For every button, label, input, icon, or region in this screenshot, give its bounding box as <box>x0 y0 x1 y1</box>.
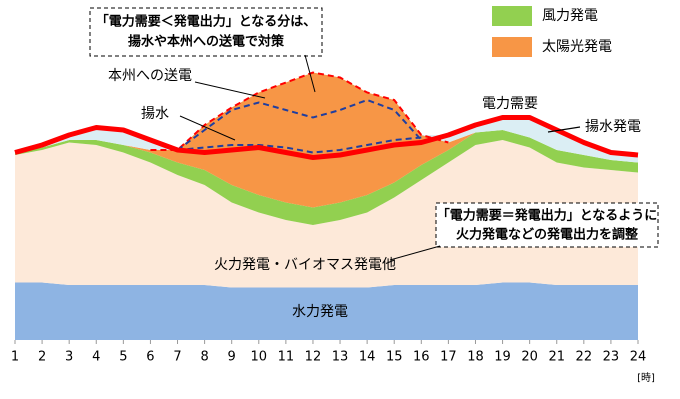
area <box>15 130 638 225</box>
x-tick-label: 24 <box>630 350 647 365</box>
annotation-text: 「電力需要＜発電出力」となる分は、 <box>96 14 317 30</box>
annotation-text: 火力発電などの発電出力を調整 <box>456 227 639 243</box>
x-tick-label: 7 <box>173 350 181 365</box>
connector <box>389 245 441 261</box>
series-label: 火力発電・バイオマス発電他 <box>214 257 396 273</box>
x-tick-label: 2 <box>38 350 46 365</box>
x-tick-label: 9 <box>228 350 236 365</box>
demand-line <box>14 115 639 160</box>
x-tick-label: 17 <box>440 350 457 365</box>
connector <box>304 54 316 93</box>
region-label: 本州への送電 <box>108 68 192 84</box>
plot-area <box>14 71 639 340</box>
x-tick-label: 8 <box>200 350 208 365</box>
x-tick-label: 16 <box>413 350 430 365</box>
x-tick-label: 19 <box>494 350 511 365</box>
x-tick-label: 5 <box>119 350 127 365</box>
area <box>15 140 638 288</box>
x-tick-label: 1 <box>11 350 19 365</box>
legend-label: 太陽光発電 <box>542 39 612 55</box>
region-label: 揚水 <box>141 105 169 122</box>
x-tick-label: 15 <box>386 350 403 365</box>
legend-label: 風力発電 <box>542 8 598 24</box>
x-tick-label: 20 <box>521 350 538 365</box>
series-label: 電力需要 <box>482 96 538 112</box>
x-tick-label: 12 <box>305 350 322 365</box>
x-tick-label: 18 <box>467 350 484 365</box>
x-tick-label: 22 <box>576 350 593 365</box>
arrow <box>547 126 581 133</box>
x-tick-label: 13 <box>332 350 349 365</box>
x-tick-label: 23 <box>603 350 620 365</box>
x-tick-label: 4 <box>92 350 100 365</box>
solar-outline <box>150 71 449 151</box>
area <box>15 72 638 208</box>
annotation-text: 揚水や本州への送電で対策 <box>128 34 285 50</box>
annotation-text: 「電力需要＝発電出力」となるように <box>437 208 658 224</box>
area <box>15 282 638 340</box>
arrow <box>179 115 236 141</box>
x-unit: [時] <box>637 372 655 384</box>
x-tick-label: 14 <box>359 350 376 365</box>
series-label: 水力発電 <box>292 304 348 320</box>
x-tick-label: 21 <box>548 350 565 365</box>
dashed-line <box>177 136 422 154</box>
x-tick-label: 10 <box>251 350 268 365</box>
x-tick-label: 3 <box>65 350 73 365</box>
legend-swatch <box>492 37 532 57</box>
x-tick-label: 11 <box>278 350 295 365</box>
x-tick-label: 6 <box>146 350 154 365</box>
legend-swatch <box>492 6 532 26</box>
annotation-box <box>89 7 323 57</box>
arrow <box>194 81 266 99</box>
series-label: 揚水発電 <box>585 118 641 135</box>
annotation-box <box>435 202 659 248</box>
dashed-line <box>176 98 423 151</box>
